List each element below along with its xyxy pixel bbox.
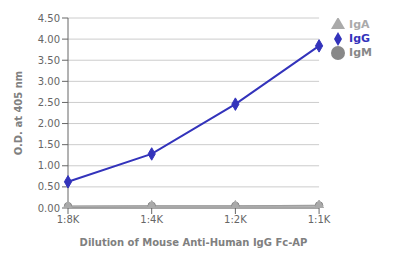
svg-text:2.50: 2.50 xyxy=(38,97,60,108)
html-text:IgA: IgA xyxy=(349,18,370,31)
svg-text:1:8K: 1:8K xyxy=(57,214,80,225)
svg-text:1:2K: 1:2K xyxy=(224,214,247,225)
svg-text:Dilution of Mouse Anti-Human I: Dilution of Mouse Anti-Human IgG Fc-AP xyxy=(80,237,308,248)
svg-text:0.50: 0.50 xyxy=(38,181,60,192)
html-text:IgM: IgM xyxy=(349,46,372,59)
svg-text:2.00: 2.00 xyxy=(38,118,60,129)
svg-text:1.50: 1.50 xyxy=(38,139,60,150)
svg-text:3.00: 3.00 xyxy=(38,76,60,87)
svg-text:1:4K: 1:4K xyxy=(140,214,163,225)
svg-text:4.00: 4.00 xyxy=(38,34,60,45)
svg-text:O.D. at 405 nm: O.D. at 405 nm xyxy=(13,71,24,156)
html-text:IgG: IgG xyxy=(349,32,371,45)
svg-text:1:1K: 1:1K xyxy=(308,214,331,225)
svg-text:0.00: 0.00 xyxy=(38,203,60,214)
svg-text:1.00: 1.00 xyxy=(38,160,60,171)
svg-text:4.50: 4.50 xyxy=(38,13,60,24)
svg-text:3.50: 3.50 xyxy=(38,55,60,66)
